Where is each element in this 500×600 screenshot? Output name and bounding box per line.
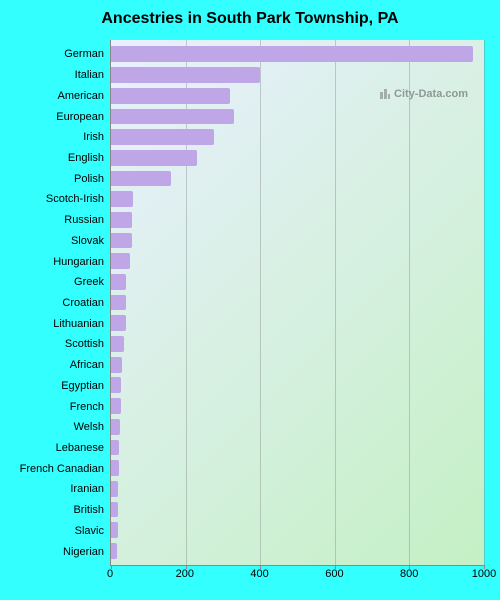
bar-row: [111, 147, 484, 168]
bar-row: [111, 168, 484, 189]
y-axis-label: Scotch-Irish: [0, 189, 106, 210]
bar-row: [111, 396, 484, 417]
bar-row: [111, 251, 484, 272]
y-axis-label: Nigerian: [0, 541, 106, 562]
bar-row: [111, 106, 484, 127]
bar: [111, 460, 119, 476]
bar: [111, 522, 118, 538]
bar-row: [111, 458, 484, 479]
x-axis-label: 800: [400, 568, 418, 580]
bar-row: [111, 478, 484, 499]
bar: [111, 88, 230, 104]
y-axis-label: European: [0, 106, 106, 127]
y-axis-label: Iranian: [0, 479, 106, 500]
bar: [111, 212, 132, 228]
y-axis-label: French: [0, 396, 106, 417]
bar-row: [111, 313, 484, 334]
bar: [111, 357, 122, 373]
bar: [111, 253, 130, 269]
bar-row: [111, 416, 484, 437]
bar: [111, 150, 197, 166]
bar-row: [111, 189, 484, 210]
bar-row: [111, 520, 484, 541]
y-axis-label: Slavic: [0, 521, 106, 542]
bar: [111, 315, 126, 331]
bar-row: [111, 499, 484, 520]
building-icon: [379, 88, 391, 100]
chart-title: Ancestries in South Park Township, PA: [0, 10, 500, 28]
bar: [111, 377, 121, 393]
y-axis-label: Russian: [0, 210, 106, 231]
bar-row: [111, 334, 484, 355]
y-axis-label: French Canadian: [0, 458, 106, 479]
y-axis-label: Slovak: [0, 230, 106, 251]
bar-row: [111, 541, 484, 562]
bar-row: [111, 127, 484, 148]
y-axis-label: Greek: [0, 272, 106, 293]
y-axis-label: Hungarian: [0, 251, 106, 272]
y-axis-label: Lebanese: [0, 438, 106, 459]
x-axis-label: 200: [176, 568, 194, 580]
y-axis-label: Polish: [0, 168, 106, 189]
bar: [111, 336, 124, 352]
bar: [111, 109, 234, 125]
watermark-text: City-Data.com: [394, 88, 468, 100]
bar: [111, 129, 214, 145]
grid-line: [484, 40, 485, 565]
bar-row: [111, 44, 484, 65]
bar-row: [111, 272, 484, 293]
bar: [111, 67, 260, 83]
bar-row: [111, 230, 484, 251]
x-axis-labels: 02004006008001000: [110, 568, 484, 588]
bar: [111, 233, 132, 249]
y-axis-label: American: [0, 85, 106, 106]
y-axis-label: German: [0, 44, 106, 65]
y-axis-label: Scottish: [0, 334, 106, 355]
bar: [111, 502, 118, 518]
x-axis-label: 1000: [472, 568, 496, 580]
x-axis-label: 400: [250, 568, 268, 580]
bar-row: [111, 354, 484, 375]
bar: [111, 191, 133, 207]
x-axis-label: 600: [325, 568, 343, 580]
watermark: City-Data.com: [379, 88, 468, 100]
bar: [111, 398, 121, 414]
bar: [111, 295, 126, 311]
bar: [111, 543, 117, 559]
x-axis-label: 0: [107, 568, 113, 580]
y-axis-label: Croatian: [0, 293, 106, 314]
chart-plot-area: City-Data.com: [110, 40, 484, 566]
bars-container: [111, 40, 484, 565]
bar: [111, 46, 473, 62]
y-axis-labels: GermanItalianAmericanEuropeanIrishEnglis…: [0, 40, 106, 566]
bar-row: [111, 437, 484, 458]
bar: [111, 274, 126, 290]
bar: [111, 440, 119, 456]
bar-row: [111, 210, 484, 231]
bar-row: [111, 65, 484, 86]
y-axis-label: Lithuanian: [0, 313, 106, 334]
bar: [111, 481, 118, 497]
y-axis-label: African: [0, 355, 106, 376]
bar-row: [111, 292, 484, 313]
bar-row: [111, 375, 484, 396]
bar: [111, 419, 120, 435]
y-axis-label: Welsh: [0, 417, 106, 438]
y-axis-label: Italian: [0, 65, 106, 86]
y-axis-label: British: [0, 500, 106, 521]
y-axis-label: English: [0, 148, 106, 169]
bar: [111, 171, 171, 187]
y-axis-label: Egyptian: [0, 376, 106, 397]
y-axis-label: Irish: [0, 127, 106, 148]
